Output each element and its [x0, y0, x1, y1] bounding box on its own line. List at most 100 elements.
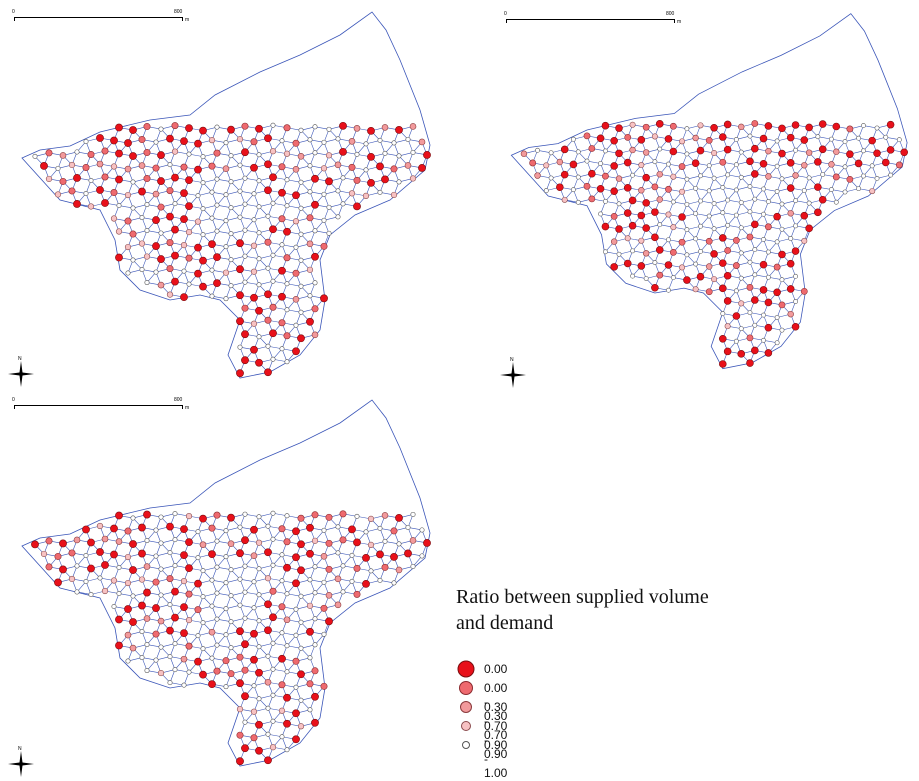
network-node — [738, 225, 744, 231]
network-node — [774, 188, 780, 194]
network-node — [87, 564, 95, 573]
network-node — [241, 666, 249, 674]
network-node — [396, 179, 402, 185]
network-node — [353, 176, 361, 184]
network-node — [129, 540, 137, 548]
network-node — [185, 642, 193, 650]
network-map — [21, 399, 431, 767]
network-node — [270, 510, 276, 516]
network-node — [214, 202, 220, 208]
network-node — [306, 240, 314, 248]
network-node — [711, 226, 717, 232]
network-node — [265, 265, 271, 271]
network-node — [236, 653, 244, 661]
network-node — [167, 162, 173, 168]
network-node — [255, 539, 263, 546]
network-node — [774, 315, 780, 320]
network-node — [312, 228, 318, 234]
network-node — [669, 248, 677, 256]
legend-symbol — [457, 660, 475, 678]
network-node — [214, 228, 220, 234]
network-node — [130, 515, 136, 521]
network-node — [269, 329, 277, 338]
network-node — [334, 575, 342, 583]
network-node — [696, 272, 705, 281]
network-node — [171, 173, 179, 182]
network-node — [381, 563, 389, 571]
network-node — [779, 201, 785, 207]
network-node — [642, 199, 650, 207]
network-node — [110, 163, 118, 170]
network-node — [223, 244, 229, 250]
network-node — [139, 215, 145, 221]
network-node — [255, 720, 263, 729]
network-node — [311, 252, 319, 261]
network-node — [307, 577, 313, 583]
network-node — [334, 161, 342, 169]
network-node — [284, 177, 290, 183]
network-node — [157, 177, 165, 185]
network-node — [138, 523, 146, 532]
network-node — [264, 626, 272, 635]
network-node — [569, 160, 578, 169]
network-node — [583, 182, 591, 190]
network-node — [787, 210, 794, 217]
network-node — [786, 133, 795, 142]
network-node — [152, 630, 160, 638]
compass-star-icon — [8, 361, 34, 387]
network-node — [68, 575, 76, 583]
network-node — [278, 188, 286, 197]
network-node — [242, 719, 248, 725]
network-node — [101, 587, 109, 595]
network-node — [278, 266, 286, 275]
network-node — [180, 655, 188, 663]
network-node — [256, 592, 262, 598]
network-node — [306, 680, 314, 688]
network-node — [185, 229, 193, 236]
network-node — [623, 209, 632, 217]
network-node — [340, 589, 346, 595]
north-arrow: N — [8, 356, 34, 387]
network-node — [284, 669, 290, 675]
network-node — [765, 274, 771, 280]
network-node — [642, 224, 650, 232]
network-node — [298, 257, 304, 263]
network-node — [349, 578, 355, 584]
network-node — [68, 161, 76, 169]
network-node — [223, 218, 229, 224]
network-node — [152, 578, 160, 586]
network-node — [45, 563, 53, 571]
network-node — [642, 123, 650, 131]
network-node — [279, 242, 285, 248]
network-node — [588, 195, 596, 203]
network-node — [101, 147, 109, 155]
network-node — [199, 282, 207, 291]
network-node — [270, 718, 276, 724]
network-node — [874, 125, 880, 131]
network-node — [711, 201, 717, 206]
network-node — [311, 718, 319, 727]
network-node — [166, 626, 174, 635]
network-node — [297, 723, 305, 730]
network-node — [241, 640, 249, 649]
network-node — [180, 293, 188, 302]
network-node — [54, 552, 62, 560]
network-node — [214, 642, 220, 648]
legend-label: 0.90 - 1.00 — [484, 738, 508, 780]
network-node — [312, 150, 318, 156]
network-node — [82, 525, 90, 534]
network-node — [404, 549, 412, 558]
network-node — [656, 271, 664, 279]
network-node — [138, 576, 146, 583]
network-node — [720, 210, 726, 216]
network-node — [144, 280, 150, 286]
network-node — [642, 149, 650, 156]
network-node — [157, 255, 165, 263]
network-node — [423, 151, 431, 159]
network-node — [255, 358, 263, 367]
network-node — [143, 175, 151, 183]
network-node — [800, 287, 808, 295]
network-map — [510, 13, 908, 370]
network-node — [725, 197, 731, 203]
network-node — [805, 123, 813, 132]
